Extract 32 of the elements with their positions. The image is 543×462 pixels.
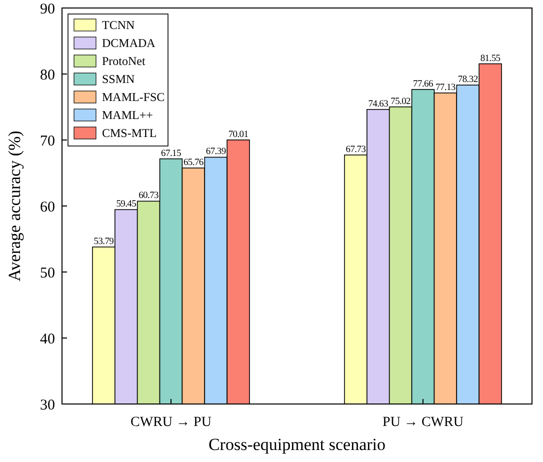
legend-label: MAML++: [102, 108, 154, 122]
x-tick-label: CWRU → PU: [130, 414, 212, 430]
data-label: 81.55: [480, 54, 501, 64]
data-label: 67.15: [161, 148, 182, 159]
legend-label: SSMN: [102, 72, 136, 86]
data-label: 78.32: [458, 75, 478, 86]
x-axis-title: Cross-equipment scenario: [208, 435, 386, 454]
legend-label: TCNN: [102, 18, 135, 32]
y-tick-label: 40: [40, 331, 55, 348]
data-label: 60.73: [138, 191, 160, 202]
data-label: 75.02: [390, 96, 412, 107]
y-tick-label: 70: [40, 133, 55, 150]
legend-label: ProtoNet: [102, 54, 146, 68]
data-label: 77.66: [413, 79, 434, 90]
data-label: 59.45: [116, 200, 137, 210]
legend-label: MAML-FSC: [102, 90, 165, 104]
legend-label: CMS-MTL: [102, 126, 157, 140]
data-label: 65.76: [183, 158, 204, 168]
y-tick-label: 80: [40, 67, 55, 84]
data-label: 53.79: [94, 236, 114, 247]
x-tick-label: PU → CWRU: [382, 414, 464, 430]
y-tick-label: 30: [40, 397, 55, 414]
data-label: 70.01: [228, 130, 249, 140]
data-label: 74.63: [368, 99, 389, 110]
y-tick-label: 90: [40, 1, 55, 18]
y-tick-label: 60: [40, 199, 55, 216]
data-label: 67.73: [346, 144, 366, 155]
data-label: 77.13: [435, 82, 456, 93]
data-label: 67.39: [206, 147, 226, 158]
y-tick-label: 50: [40, 265, 55, 282]
legend-label: DCMADA: [102, 36, 156, 50]
y-axis-title: Average accuracy (%): [5, 130, 24, 282]
